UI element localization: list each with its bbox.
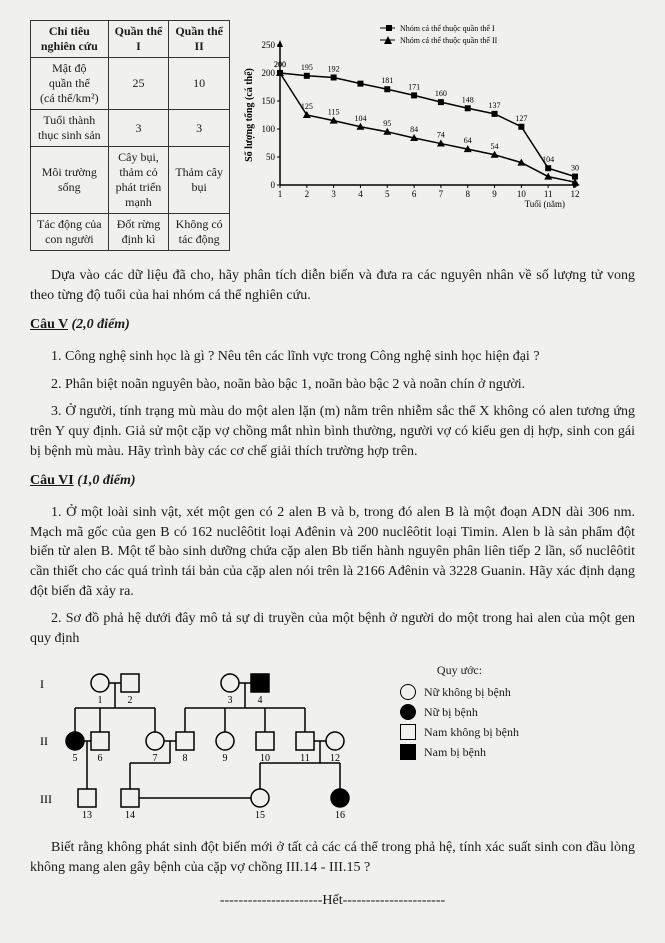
svg-text:0: 0 [271,180,276,190]
svg-text:1: 1 [98,695,103,706]
svg-text:137: 137 [489,101,501,110]
svg-text:6: 6 [98,753,103,764]
legend-label: Nam không bị bệnh [424,725,519,740]
svg-text:64: 64 [464,136,472,145]
table-cell: Mật độ quần thể (cá thể/km²) [31,58,109,110]
square-filled-icon [400,744,416,760]
svg-text:104: 104 [354,114,366,123]
svg-text:115: 115 [328,108,340,117]
table-cell: 25 [108,58,169,110]
table-cell: Thảm cây bụi [169,147,230,214]
svg-text:200: 200 [262,68,276,78]
svg-text:III: III [40,792,52,806]
v-q1: 1. Công nghệ sinh học là gì ? Nêu tên cá… [30,347,635,367]
svg-text:3: 3 [228,695,233,706]
legend-label: Nữ bị bệnh [424,705,478,720]
svg-text:10: 10 [517,189,527,199]
svg-text:84: 84 [410,125,418,134]
data-table: Chỉ tiêu nghiên cứu Quần thể I Quần thể … [30,20,230,251]
pedigree-diagram: IIIIII12345678910111213141516 [30,663,370,823]
svg-text:9: 9 [492,189,497,199]
intro-text: Dựa vào các dữ liệu đã cho, hãy phân tíc… [30,266,635,305]
svg-text:30: 30 [571,164,579,173]
svg-text:7: 7 [439,189,444,199]
section-v-title: Câu V (2,0 điểm) [30,317,635,333]
svg-text:1: 1 [278,189,283,199]
svg-text:160: 160 [435,89,447,98]
svg-text:4: 4 [358,189,363,199]
section-vi-title: Câu VI (1,0 điểm) [30,473,635,489]
svg-text:Tuổi (năm): Tuổi (năm) [525,199,565,209]
svg-text:5: 5 [385,189,390,199]
table-cell: 3 [108,110,169,147]
legend-title: Quy ước: [400,663,519,678]
vi-q1: 1. Ở một loài sinh vật, xét một gen có 2… [30,503,635,601]
svg-text:171: 171 [408,82,420,91]
svg-text:54: 54 [491,142,499,151]
v-q2: 2. Phân biệt noãn nguyên bào, noãn bào b… [30,375,635,395]
svg-text:4: 4 [258,695,263,706]
legend-item: Nữ bị bệnh [400,704,519,720]
svg-text:181: 181 [381,76,393,85]
svg-text:12: 12 [571,189,580,199]
legend-item: Nam không bị bệnh [400,724,519,740]
table-cell: 3 [169,110,230,147]
svg-text:192: 192 [328,64,340,73]
table-cell: Tác động của con người [31,214,109,251]
svg-text:6: 6 [412,189,417,199]
pedigree-section: IIIIII12345678910111213141516 Quy ước: N… [30,663,635,823]
table-header: Quần thể II [169,21,230,58]
svg-text:I: I [40,677,44,691]
svg-text:II: II [40,734,48,748]
circle-empty-icon [400,684,416,700]
svg-text:127: 127 [515,114,527,123]
top-section: Chỉ tiêu nghiên cứu Quần thể I Quần thể … [30,20,635,251]
legend-item: Nữ không bị bệnh [400,684,519,700]
svg-text:250: 250 [262,40,276,50]
legend-label: Nam bị bệnh [424,745,486,760]
svg-text:8: 8 [183,753,188,764]
pedigree-legend: Quy ước: Nữ không bị bệnh Nữ bị bệnh Nam… [400,663,519,764]
table-cell: Không có tác động [169,214,230,251]
svg-text:Nhóm cá thể thuộc quần thể I: Nhóm cá thể thuộc quần thể I [400,24,495,33]
v-q3: 3. Ở người, tính trạng mù màu do một ale… [30,402,635,461]
table-cell: Môi trường sống [31,147,109,214]
svg-text:11: 11 [544,189,553,199]
table-header: Chỉ tiêu nghiên cứu [31,21,109,58]
svg-text:95: 95 [383,119,391,128]
line-chart: 050100150200250123456789101112Tuổi (năm)… [240,20,635,251]
table-cell: Tuổi thành thục sinh sản [31,110,109,147]
table-cell: Đốt rừng định kì [108,214,169,251]
svg-text:148: 148 [462,95,474,104]
footer: ----------------------Hết---------------… [30,893,635,909]
svg-text:150: 150 [262,96,276,106]
table-cell: Cây bụi, thảm cỏ phát triển mạnh [108,147,169,214]
svg-text:200: 200 [274,60,286,69]
vi-q2: 2. Sơ đồ phả hệ dưới đây mô tả sự di tru… [30,609,635,648]
svg-text:5: 5 [73,753,78,764]
table-cell: 10 [169,58,230,110]
final-question: Biết rằng không phát sinh đột biến mới ở… [30,838,635,877]
svg-text:2: 2 [128,695,133,706]
svg-text:125: 125 [301,102,313,111]
svg-text:195: 195 [301,63,313,72]
svg-text:8: 8 [465,189,470,199]
svg-text:74: 74 [437,131,445,140]
svg-text:Nhóm cá thể thuộc quần thể II: Nhóm cá thể thuộc quần thể II [400,36,498,45]
legend-item: Nam bị bệnh [400,744,519,760]
svg-text:9: 9 [223,753,228,764]
svg-text:50: 50 [266,152,276,162]
svg-text:104: 104 [542,155,554,164]
table-header: Quần thể I [108,21,169,58]
circle-filled-icon [400,704,416,720]
square-empty-icon [400,724,416,740]
svg-text:100: 100 [262,124,276,134]
svg-text:Số lượng tổng (cá thể): Số lượng tổng (cá thể) [244,68,255,162]
svg-text:2: 2 [305,189,310,199]
svg-text:3: 3 [331,189,336,199]
legend-label: Nữ không bị bệnh [424,685,511,700]
